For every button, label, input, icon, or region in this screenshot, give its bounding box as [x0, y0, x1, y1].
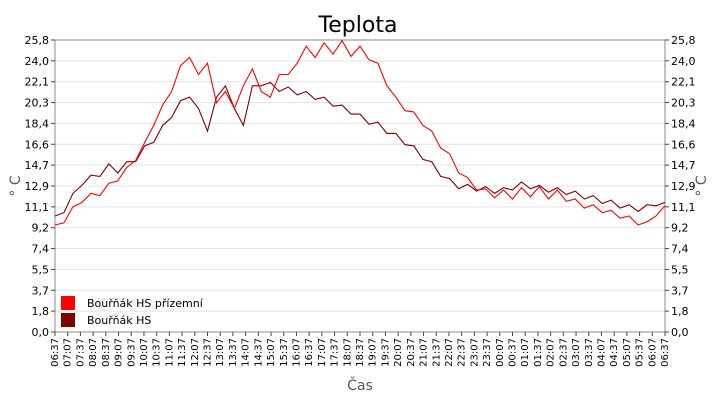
series-line — [54, 81, 666, 217]
y-tick-label: 11,1 — [671, 201, 696, 214]
y-tick-label: 24,0 — [671, 55, 696, 68]
x-tick-label: 20:07 — [393, 338, 404, 367]
x-tick-label: 22:37 — [457, 338, 468, 367]
x-tick-label: 15:37 — [279, 338, 290, 367]
series-group — [54, 39, 666, 226]
x-tick-label: 03:07 — [571, 338, 582, 367]
y-tick-label: 5,5 — [32, 263, 50, 276]
x-tick-label: 10:07 — [139, 338, 150, 367]
y-tick-label: 7,4 — [32, 243, 50, 256]
x-tick-label: 13:37 — [228, 338, 239, 367]
x-tick-label: 04:07 — [596, 338, 607, 367]
x-tick-label: 00:07 — [495, 338, 506, 367]
x-tick-label: 06:37 — [660, 338, 671, 367]
y-tick-label: 12,9 — [671, 180, 696, 193]
y-tick-label: 25,8 — [25, 34, 50, 47]
y-tick-label: 5,5 — [671, 263, 689, 276]
x-tick-label: 00:37 — [508, 338, 519, 367]
x-tick-label: 08:37 — [101, 338, 112, 367]
y-axis-left: 0,0 1,8 3,7 5,5 7,4 9,2 11,1 12,9 14,7 16,6 18,4 20… — [25, 34, 55, 339]
y-tick-label: 0,0 — [671, 326, 689, 339]
x-tick-label: 07:37 — [75, 338, 86, 367]
x-tick-label: 18:07 — [342, 338, 353, 367]
y-tick-label: 18,4 — [671, 117, 696, 130]
legend-entry: Bouřňák HS přízemní — [87, 297, 204, 310]
x-tick-label: 02:07 — [546, 338, 557, 367]
y-tick-label: 22,1 — [25, 76, 50, 89]
x-tick-label: 15:07 — [266, 338, 277, 367]
x-tick-label: 12:37 — [203, 338, 214, 367]
x-tick-label: 04:37 — [609, 338, 620, 367]
y-axis-label-right: ° C — [694, 175, 710, 196]
y-tick-label: 20,3 — [25, 97, 50, 110]
y-tick-label: 25,8 — [671, 34, 696, 47]
x-tick-label: 19:07 — [368, 338, 379, 367]
x-tick-label: 01:37 — [533, 338, 544, 367]
y-tick-label: 20,3 — [671, 97, 696, 110]
x-tick-label: 17:07 — [317, 338, 328, 367]
x-axis-label: Čas — [347, 376, 373, 394]
x-tick-label: 07:07 — [63, 338, 74, 367]
y-tick-label: 1,8 — [32, 305, 50, 318]
x-tick-label: 08:07 — [88, 338, 99, 367]
y-tick-label: 0,0 — [32, 326, 50, 339]
x-tick-label: 21:37 — [431, 338, 442, 367]
legend: Bouřňák HS přízemní Bouřňák HS — [61, 296, 204, 327]
y-tick-label: 14,7 — [671, 159, 696, 172]
x-tick-label: 09:07 — [114, 338, 125, 367]
x-tick-label: 06:07 — [647, 338, 658, 367]
x-tick-label: 10:37 — [152, 338, 163, 367]
y-tick-label: 14,7 — [25, 159, 50, 172]
grid — [55, 60, 665, 312]
y-tick-label: 11,1 — [25, 201, 50, 214]
x-tick-label: 11:07 — [164, 338, 175, 367]
legend-swatch — [61, 296, 75, 310]
x-tick-label: 01:07 — [520, 338, 531, 367]
x-tick-label: 05:37 — [635, 338, 646, 367]
x-tick-label: 20:37 — [406, 338, 417, 367]
x-tick-label: 06:37 — [50, 338, 61, 367]
x-tick-label: 23:37 — [482, 338, 493, 367]
x-tick-label: 19:37 — [380, 338, 391, 367]
legend-entry: Bouřňák HS — [87, 314, 151, 327]
y-axis-label-left: ° C — [8, 175, 24, 196]
x-tick-label: 22:07 — [444, 338, 455, 367]
y-tick-label: 7,4 — [671, 243, 689, 256]
x-tick-label: 16:07 — [291, 338, 302, 367]
legend-swatch — [61, 313, 75, 327]
x-tick-label: 23:07 — [469, 338, 480, 367]
x-tick-label: 14:07 — [241, 338, 252, 367]
x-tick-label: 18:37 — [355, 338, 366, 367]
y-tick-label: 9,2 — [32, 222, 50, 235]
x-tick-label: 12:07 — [190, 338, 201, 367]
y-tick-label: 16,6 — [25, 138, 50, 151]
x-tick-label: 05:07 — [622, 338, 633, 367]
y-tick-label: 24,0 — [25, 55, 50, 68]
y-tick-label: 3,7 — [671, 284, 689, 297]
chart-title: Teplota — [318, 13, 398, 38]
x-tick-label: 02:37 — [558, 338, 569, 367]
y-axis-right: 0,0 1,8 3,7 5,5 7,4 9,2 11,1 12,9 14,7 16,6 18,4 20… — [665, 34, 696, 339]
y-tick-label: 9,2 — [671, 222, 689, 235]
y-tick-label: 3,7 — [32, 284, 50, 297]
x-tick-label: 17:37 — [330, 338, 341, 367]
y-tick-label: 12,9 — [25, 180, 50, 193]
x-tick-label: 09:37 — [126, 338, 137, 367]
x-tick-label: 13:07 — [215, 338, 226, 367]
x-axis: 06:37 07:07 07:37 08:07 08:37 09:07 09:37 10:07… — [50, 332, 671, 367]
y-tick-label: 16,6 — [671, 138, 696, 151]
x-tick-label: 14:37 — [253, 338, 264, 367]
series-line — [54, 39, 666, 226]
y-tick-label: 18,4 — [25, 117, 50, 130]
x-tick-label: 03:37 — [584, 338, 595, 367]
y-tick-label: 1,8 — [671, 305, 689, 318]
y-tick-label: 22,1 — [671, 76, 696, 89]
x-tick-label: 16:37 — [304, 338, 315, 367]
x-tick-label: 21:07 — [419, 338, 430, 367]
x-tick-label: 11:37 — [177, 338, 188, 367]
